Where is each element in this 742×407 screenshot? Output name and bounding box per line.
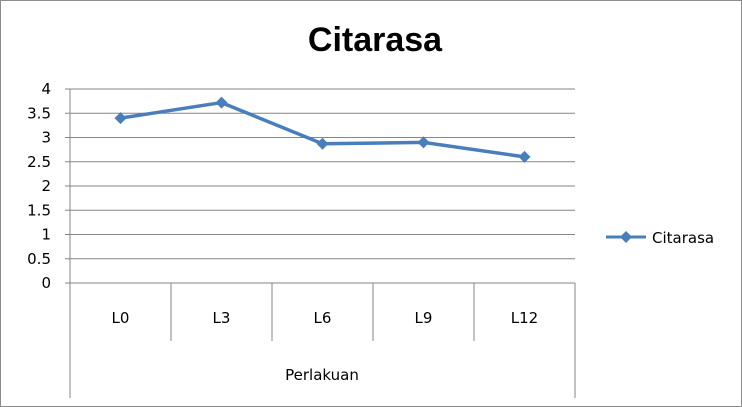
y-tick-label: 2: [41, 177, 51, 195]
legend-label: Citarasa: [652, 229, 714, 247]
x-tick-label: L9: [415, 309, 433, 327]
y-tick-label: 4: [41, 80, 51, 98]
legend: Citarasa: [606, 229, 714, 247]
x-tick-label: L12: [511, 309, 538, 327]
y-tick-label: 0.5: [27, 250, 51, 268]
chart-title: Citarasa: [308, 21, 443, 59]
data-point-marker: [114, 112, 127, 125]
grid-layer: [70, 88, 575, 284]
data-point-marker: [215, 96, 228, 109]
y-tick-label: 0: [41, 274, 51, 292]
series-layer: [114, 96, 531, 163]
axis-layer: 0 0.5 1 1.5 2 2.5 3 3.5 4 L0 L3 L6 L9 L12: [27, 80, 576, 398]
y-tick-label: 3.5: [27, 104, 51, 122]
data-point-marker: [518, 150, 531, 163]
x-axis-title: Perlakuan: [285, 366, 359, 384]
legend-marker-swatch: [620, 231, 632, 243]
y-tick-label: 1: [41, 226, 51, 244]
y-tick-label: 2.5: [27, 153, 51, 171]
data-point-marker: [417, 136, 430, 149]
y-tick-label: 3: [41, 129, 51, 147]
x-tick-label: L3: [213, 309, 231, 327]
x-tick-label: L0: [112, 309, 130, 327]
data-point-marker: [316, 137, 329, 150]
x-tick-label: L6: [314, 309, 332, 327]
y-tick-label: 1.5: [27, 201, 51, 219]
